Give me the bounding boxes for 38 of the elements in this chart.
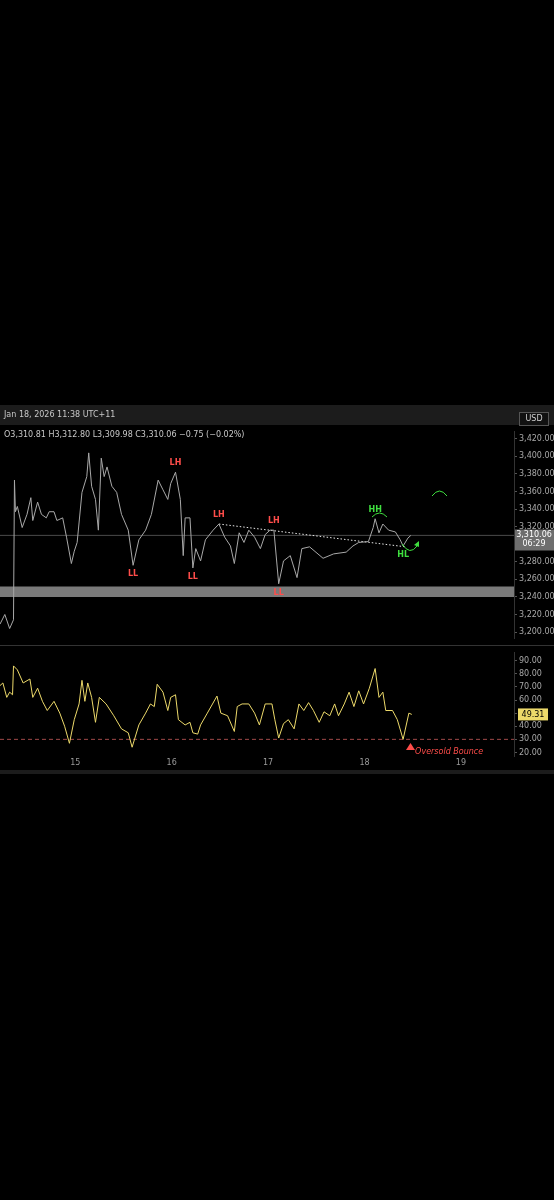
- y-tick-label: 60.00: [519, 695, 542, 705]
- annotation: HH: [368, 504, 382, 514]
- y-tick-label: 3,280.00: [519, 556, 554, 566]
- y-tick-label: 3,260.00: [519, 574, 554, 584]
- x-tick-label: 15: [70, 758, 81, 768]
- annotation: HL: [397, 550, 409, 560]
- ref-line-label: 3,310.06: [516, 530, 552, 540]
- y-tick-label: 3,220.00: [519, 609, 554, 619]
- annotation: O3,310.81 H3,312.80 L3,309.98 C3,310.06 −0.75 (−0.02%): [4, 430, 245, 440]
- annotation: LL: [187, 572, 198, 582]
- annotation: LH: [169, 458, 182, 468]
- y-tick-label: 3,200.00: [519, 627, 554, 637]
- y-tick-label: 40.00: [519, 721, 542, 731]
- y-tick-label: 90.00: [519, 655, 542, 665]
- annotation: LL: [127, 569, 139, 579]
- y-tick-label: 80.00: [519, 668, 542, 678]
- text: Jan 18, 2026 11:38 UTC+11: [4, 410, 116, 419]
- x-tick-label: 16: [166, 758, 177, 768]
- y-tick-label: 20.00: [519, 747, 542, 757]
- annotation: LL: [273, 587, 284, 597]
- x-tick-label: 19: [455, 758, 467, 768]
- y-tick-label: 3,380.00: [519, 469, 554, 479]
- y-tick-label: 3,360.00: [519, 486, 554, 496]
- x-tick-label: 18: [359, 758, 370, 768]
- annotation: LH: [267, 516, 280, 526]
- y-tick-label: 3,400.00: [519, 451, 554, 461]
- annotation: Oversold Bounce: [415, 747, 484, 757]
- y-tick-label: 3,240.00: [519, 592, 554, 601]
- y-tick-label: 70.00: [519, 681, 542, 691]
- x-tick-label: 17: [263, 758, 274, 768]
- y-tick-label: 3,340.00: [519, 504, 554, 514]
- annotation: LH: [213, 510, 225, 520]
- y-tick-label: 30.00: [519, 734, 542, 744]
- text: 49.31: [521, 709, 545, 719]
- text: 06:29: [522, 539, 546, 549]
- text: USD: [519, 412, 549, 426]
- y-tick-label: 3,420.00: [519, 433, 554, 443]
- y-tick-label: 3,320.00: [519, 521, 554, 531]
